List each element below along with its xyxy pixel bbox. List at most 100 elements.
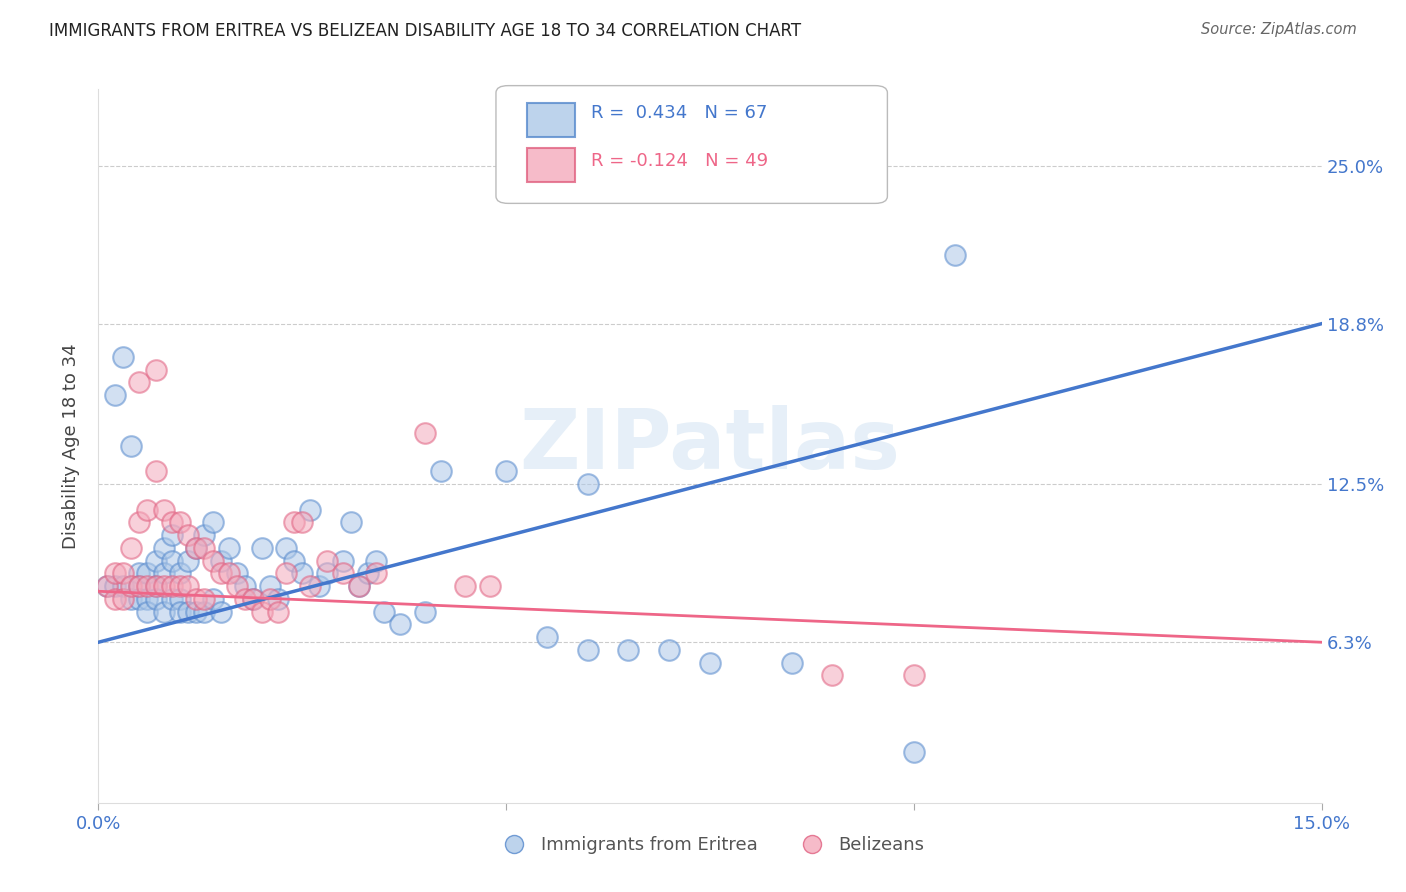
- Point: [120, 591, 142, 606]
- Point: [104, 591, 127, 606]
- Point: [201, 591, 224, 606]
- Point: [943, 248, 966, 262]
- Point: [430, 465, 453, 479]
- Point: [177, 528, 200, 542]
- Point: [160, 591, 183, 606]
- Point: [299, 502, 322, 516]
- Point: [259, 579, 281, 593]
- Point: [315, 554, 337, 568]
- Point: [177, 579, 200, 593]
- Point: [186, 591, 208, 606]
- Point: [111, 591, 134, 606]
- Point: [104, 579, 127, 593]
- Point: [201, 554, 224, 568]
- Point: [160, 579, 183, 593]
- Point: [274, 541, 297, 555]
- Point: [120, 541, 142, 555]
- Point: [169, 591, 191, 606]
- Point: [128, 579, 150, 593]
- Point: [120, 439, 142, 453]
- Point: [160, 516, 183, 530]
- Point: [454, 579, 477, 593]
- Point: [267, 591, 290, 606]
- Point: [96, 579, 118, 593]
- Point: [373, 605, 395, 619]
- Point: [576, 477, 599, 491]
- Point: [332, 554, 354, 568]
- Point: [177, 554, 200, 568]
- Point: [145, 591, 167, 606]
- Point: [332, 566, 354, 581]
- Point: [349, 579, 371, 593]
- Point: [283, 516, 305, 530]
- Point: [283, 554, 305, 568]
- Point: [340, 516, 363, 530]
- Point: [364, 554, 387, 568]
- Point: [291, 516, 314, 530]
- Point: [145, 362, 167, 376]
- Text: R =  0.434   N = 67: R = 0.434 N = 67: [592, 103, 768, 121]
- Point: [152, 579, 174, 593]
- Point: [209, 605, 232, 619]
- Point: [136, 605, 159, 619]
- Point: [104, 388, 127, 402]
- Point: [478, 579, 501, 593]
- Point: [299, 579, 322, 593]
- Text: ZIPatlas: ZIPatlas: [520, 406, 900, 486]
- Point: [152, 566, 174, 581]
- Point: [169, 579, 191, 593]
- Point: [903, 668, 925, 682]
- Point: [136, 502, 159, 516]
- Point: [308, 579, 330, 593]
- Point: [128, 591, 150, 606]
- Point: [201, 516, 224, 530]
- FancyBboxPatch shape: [527, 148, 575, 182]
- Point: [242, 591, 264, 606]
- Point: [145, 554, 167, 568]
- Point: [259, 591, 281, 606]
- Point: [111, 566, 134, 581]
- Point: [152, 605, 174, 619]
- Text: IMMIGRANTS FROM ERITREA VS BELIZEAN DISABILITY AGE 18 TO 34 CORRELATION CHART: IMMIGRANTS FROM ERITREA VS BELIZEAN DISA…: [49, 22, 801, 40]
- Point: [160, 528, 183, 542]
- Point: [250, 541, 273, 555]
- Point: [291, 566, 314, 581]
- Point: [120, 579, 142, 593]
- Point: [699, 656, 721, 670]
- Y-axis label: Disability Age 18 to 34: Disability Age 18 to 34: [62, 343, 80, 549]
- Point: [104, 566, 127, 581]
- Point: [193, 528, 215, 542]
- Point: [152, 541, 174, 555]
- Point: [128, 376, 150, 390]
- Point: [111, 350, 134, 364]
- Text: Source: ZipAtlas.com: Source: ZipAtlas.com: [1201, 22, 1357, 37]
- Point: [821, 668, 844, 682]
- Point: [169, 516, 191, 530]
- Point: [495, 465, 517, 479]
- Point: [274, 566, 297, 581]
- Point: [186, 605, 208, 619]
- Point: [136, 591, 159, 606]
- Point: [169, 605, 191, 619]
- Point: [233, 579, 256, 593]
- Point: [152, 502, 174, 516]
- Point: [242, 591, 264, 606]
- Legend: Immigrants from Eritrea, Belizeans: Immigrants from Eritrea, Belizeans: [488, 830, 932, 862]
- Point: [576, 643, 599, 657]
- Point: [226, 579, 249, 593]
- Text: R = -0.124   N = 49: R = -0.124 N = 49: [592, 152, 769, 169]
- Point: [226, 566, 249, 581]
- Point: [186, 541, 208, 555]
- Point: [267, 605, 290, 619]
- Point: [111, 579, 134, 593]
- Point: [315, 566, 337, 581]
- Point: [218, 566, 240, 581]
- Point: [177, 605, 200, 619]
- Point: [96, 579, 118, 593]
- Point: [145, 579, 167, 593]
- Point: [209, 566, 232, 581]
- Point: [218, 541, 240, 555]
- Point: [209, 554, 232, 568]
- Point: [136, 579, 159, 593]
- Point: [145, 465, 167, 479]
